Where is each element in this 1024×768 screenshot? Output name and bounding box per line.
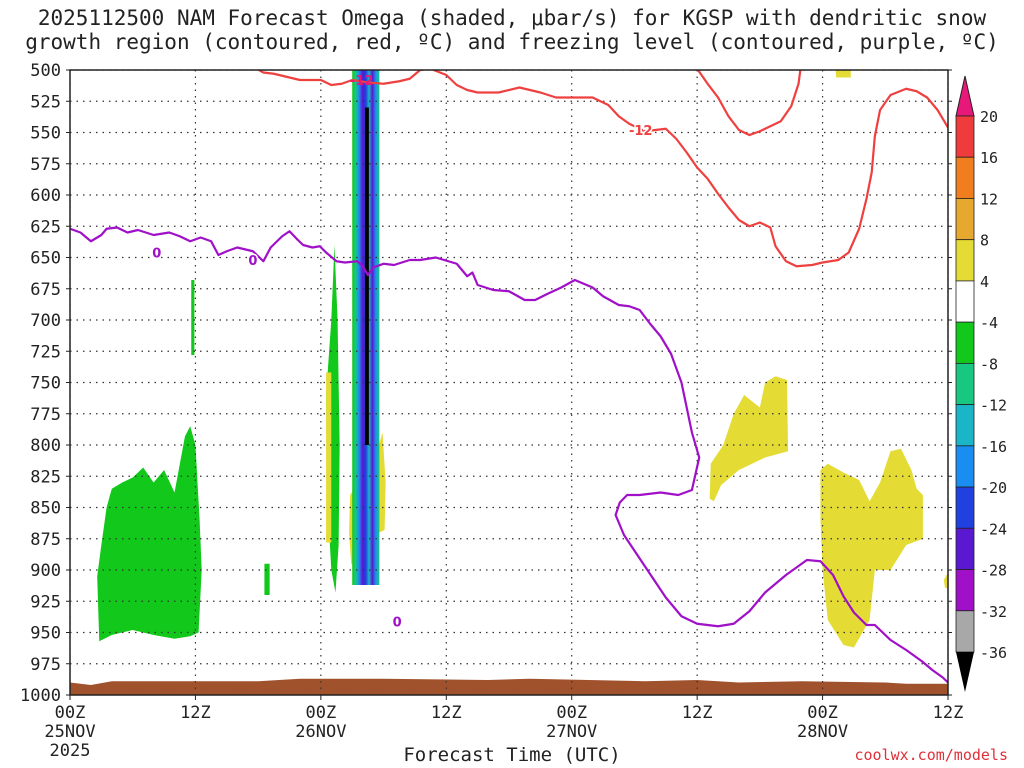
y-tick-label: 675 <box>30 280 61 300</box>
colorbar-segment <box>955 198 975 241</box>
y-tick-label: 750 <box>30 374 61 394</box>
contour-label: 0 <box>152 247 161 262</box>
y-tick-label: 700 <box>30 311 61 331</box>
contour-label: -12 <box>350 74 374 89</box>
colorbar-label: 20 <box>980 108 998 126</box>
credit-link[interactable]: coolwx.com/models <box>854 746 1008 764</box>
contour-label: -12 <box>629 124 653 139</box>
freezing-level-contour <box>70 226 948 684</box>
colorbar-segment <box>955 362 975 406</box>
dendritic-growth-contour-segment <box>696 70 802 137</box>
chart-title-line-1: 2025112500 NAM Forecast Omega (shaded, μ… <box>37 6 987 30</box>
x-tick-label: 12Z <box>180 703 211 723</box>
y-tick-label: 950 <box>30 624 61 644</box>
colorbar-label: -28 <box>980 562 1007 580</box>
colorbar-segment <box>955 569 975 612</box>
shaded-region <box>943 572 948 589</box>
y-tick-label: 625 <box>30 217 61 237</box>
colorbar-label: -4 <box>980 314 998 332</box>
x-tick-label: 00Z <box>556 703 587 723</box>
y-tick-label: 850 <box>30 499 61 519</box>
x-tick-label: 12Z <box>431 703 462 723</box>
y-tick-label: 650 <box>30 249 61 269</box>
shaded-region <box>820 448 923 648</box>
shaded-region <box>191 280 195 355</box>
y-tick-label: 725 <box>30 342 61 362</box>
colorbar-segment <box>955 445 975 488</box>
colorbar-label: -20 <box>980 479 1007 497</box>
y-tick-label: 825 <box>30 467 61 487</box>
colorbar-bottom-arrow <box>956 652 974 692</box>
omega-core-minimum <box>364 107 369 445</box>
dendritic-growth-contour <box>256 70 948 268</box>
y-tick-label: 575 <box>30 155 61 175</box>
shaded-region <box>184 592 193 610</box>
colorbar-label: -36 <box>980 644 1007 662</box>
y-tick-label: 925 <box>30 592 61 612</box>
y-tick-label: 800 <box>30 436 61 456</box>
x-tick-label: 00Z <box>305 703 336 723</box>
x-tick-label: 12Z <box>933 703 964 723</box>
y-tick-label: 600 <box>30 186 61 206</box>
y-tick-label: 550 <box>30 124 61 144</box>
chart-title: 2025112500 NAM Forecast Omega (shaded, μ… <box>0 6 1024 54</box>
colorbar-segment <box>955 610 975 653</box>
y-tick-label: 775 <box>30 405 61 425</box>
x-tick-year-label: 2025 <box>50 741 91 761</box>
colorbar-label: 8 <box>980 232 989 250</box>
y-tick-label: 975 <box>30 655 61 675</box>
shaded-region <box>835 70 851 78</box>
colorbar-label: -24 <box>980 520 1007 538</box>
colorbar-segment <box>955 156 975 199</box>
y-tick-label: 500 <box>30 61 61 81</box>
x-tick-label: 00Z <box>807 703 838 723</box>
colorbar-segment <box>955 280 975 323</box>
y-tick-label: 1000 <box>20 686 61 706</box>
colorbar-segment <box>955 527 975 570</box>
chart-title-line-2: growth region (contoured, red, ºC) and f… <box>25 30 999 54</box>
colorbar-top-arrow <box>955 75 975 117</box>
colorbar-label: -32 <box>980 603 1007 621</box>
y-tick-label: 900 <box>30 561 61 581</box>
shaded-region <box>326 372 332 543</box>
x-tick-date-label: 28NOV <box>797 722 848 742</box>
x-tick-date-label: 26NOV <box>295 722 346 742</box>
x-tick-date-label: 27NOV <box>546 722 597 742</box>
shaded-region <box>264 563 270 595</box>
x-tick-label: 00Z <box>55 703 86 723</box>
colorbar-label: 16 <box>980 149 998 167</box>
colorbar-label: -8 <box>980 355 998 373</box>
colorbar-segment <box>955 404 975 447</box>
colorbar-segment <box>955 115 975 158</box>
colorbar-label: -16 <box>980 438 1007 456</box>
colorbar-segment <box>955 321 975 364</box>
colorbar-segment <box>955 486 975 529</box>
contour-label: 0 <box>393 615 402 630</box>
colorbar-label: 4 <box>980 273 989 291</box>
x-tick-date-label: 25NOV <box>44 722 95 742</box>
y-tick-label: 875 <box>30 530 61 550</box>
y-tick-label: 525 <box>30 92 61 112</box>
colorbar-label: 12 <box>980 190 998 208</box>
terrain-surface <box>70 678 948 695</box>
colorbar-label: -12 <box>980 397 1007 415</box>
shaded-region <box>709 376 789 502</box>
contour-label: 0 <box>248 254 257 269</box>
shaded-region <box>97 426 202 642</box>
colorbar-segment <box>955 239 975 282</box>
x-axis-title: Forecast Time (UTC) <box>403 744 621 766</box>
plot-frame <box>69 69 949 696</box>
x-tick-label: 12Z <box>682 703 713 723</box>
